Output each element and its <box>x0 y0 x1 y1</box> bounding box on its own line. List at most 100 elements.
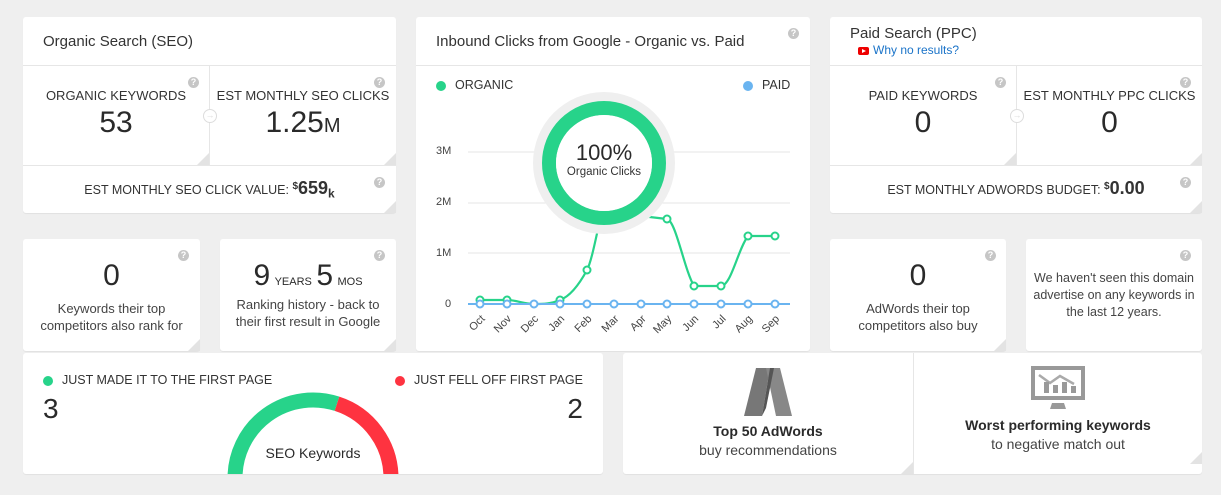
expand-corner[interactable] <box>384 153 396 165</box>
youtube-icon <box>858 46 869 55</box>
ppc-clicks-value: 0 <box>1101 106 1118 139</box>
seo-click-value-unit: k <box>328 186 335 201</box>
expand-corner[interactable] <box>1190 153 1202 165</box>
adwords-competitors-value: 0 <box>909 259 927 292</box>
line-chart[interactable] <box>416 17 810 351</box>
ppc-clicks-cell[interactable]: ? EST MONTHLY PPC CLICKS 0 <box>1017 66 1202 165</box>
top50-title: Top 50 AdWords <box>713 423 823 439</box>
paid-dot-icon <box>743 80 753 91</box>
divider <box>23 165 396 166</box>
why-no-results-text[interactable]: Why no results? <box>873 43 960 57</box>
legend-paid-label: PAID <box>762 78 791 92</box>
paid-search-card: Paid Search (PPC) Why no results? ? PAID… <box>830 17 1202 213</box>
seo-click-value-label: EST MONTHLY SEO CLICK VALUE: <box>84 183 289 197</box>
just-fell-label: JUST FELL OFF FIRST PAGE <box>413 373 583 387</box>
currency-symbol: $ <box>1104 180 1110 192</box>
help-icon[interactable]: ? <box>374 250 385 261</box>
just-fell-value[interactable]: 2 <box>567 393 583 424</box>
desc-line: We haven't seen this domain <box>1034 271 1194 285</box>
organic-dot-icon <box>436 80 446 91</box>
help-icon[interactable]: ? <box>178 250 189 261</box>
organic-keywords-label: ORGANIC KEYWORDS <box>45 88 187 103</box>
expand-corner[interactable] <box>1190 201 1202 213</box>
desc-line: their first result in Google <box>235 314 381 329</box>
organic-keywords-cell[interactable]: ? ORGANIC KEYWORDS 53 <box>23 66 209 165</box>
desc-line: advertise on any keywords in <box>1033 288 1195 302</box>
y-tick-2m: 2M <box>436 196 452 208</box>
desc-line: AdWords their top <box>866 301 970 316</box>
help-icon[interactable]: ? <box>995 77 1006 88</box>
paid-keywords-cell[interactable]: ? PAID KEYWORDS 0 <box>830 66 1016 165</box>
seo-clicks-number: 1.25 <box>265 106 324 139</box>
adwords-budget-cell[interactable]: ? EST MONTHLY ADWORDS BUDGET: $0.00 <box>830 166 1202 213</box>
worst-keywords-button[interactable]: Worst performing keywords to negative ma… <box>914 353 1202 474</box>
ranking-history-card[interactable]: ? 9 YEARS 5 MOS Ranking history - back t… <box>220 239 396 351</box>
no-ads-desc: We haven't seen this domain advertise on… <box>1026 270 1202 321</box>
paid-keywords-value: 0 <box>914 106 932 139</box>
y-tick-1m: 1M <box>436 247 452 259</box>
help-icon[interactable]: ? <box>374 77 385 88</box>
y-tick-0: 0 <box>445 298 452 310</box>
inbound-clicks-card: Inbound Clicks from Google - Organic vs.… <box>416 17 810 351</box>
red-dot-icon <box>394 375 405 386</box>
adwords-competitors-desc: AdWords their top competitors also buy <box>830 300 1006 334</box>
expand-corner[interactable] <box>901 462 913 474</box>
worst-keywords-subtitle: to negative match out <box>991 436 1125 452</box>
seo-keywords-gauge[interactable] <box>23 353 603 474</box>
just-fell-legend: JUST FELL OFF FIRST PAGE <box>394 373 583 387</box>
help-icon[interactable]: ? <box>788 28 799 39</box>
help-icon[interactable]: ? <box>1180 177 1191 188</box>
expand-corner[interactable] <box>994 339 1006 351</box>
just-made-value[interactable]: 3 <box>43 393 59 424</box>
just-made-legend: JUST MADE IT TO THE FIRST PAGE <box>43 373 272 387</box>
ppc-clicks-label: EST MONTHLY PPC CLICKS <box>1023 88 1196 103</box>
divider <box>416 65 810 66</box>
ranking-history-value: 9 YEARS 5 MOS <box>220 259 396 293</box>
seo-clicks-value: 1.25M <box>210 106 396 140</box>
monitor-chart-icon <box>1031 366 1085 409</box>
expand-corner[interactable] <box>1190 452 1202 464</box>
donut-percent: 100% <box>575 140 633 165</box>
help-icon[interactable]: ? <box>1180 250 1191 261</box>
legend-organic-label: ORGANIC <box>455 78 514 92</box>
y-tick-3m: 3M <box>436 145 452 157</box>
competitor-keywords-desc: Keywords their top competitors also rank… <box>23 300 200 334</box>
expand-corner[interactable] <box>188 339 200 351</box>
seo-click-value-row: EST MONTHLY SEO CLICK VALUE: $659k <box>23 178 396 201</box>
seo-click-value-cell[interactable]: ? EST MONTHLY SEO CLICK VALUE: $659k <box>23 166 396 213</box>
green-dot-icon <box>43 375 53 386</box>
organic-search-title: Organic Search (SEO) <box>43 33 194 50</box>
expand-corner[interactable] <box>197 153 209 165</box>
expand-corner[interactable] <box>384 201 396 213</box>
competitor-keywords-value: 0 <box>103 259 120 292</box>
divider <box>23 65 396 66</box>
adwords-budget-label: EST MONTHLY ADWORDS BUDGET: <box>887 183 1101 197</box>
organic-keywords-value: 53 <box>99 106 133 139</box>
divider <box>913 353 914 474</box>
help-icon[interactable]: ? <box>1180 77 1191 88</box>
inbound-clicks-title: Inbound Clicks from Google - Organic vs.… <box>436 33 745 50</box>
help-icon[interactable]: ? <box>374 177 385 188</box>
arrow-right-icon: → <box>1010 109 1024 123</box>
donut-label: Organic Clicks <box>566 166 642 178</box>
adwords-budget-row: EST MONTHLY ADWORDS BUDGET: $0.00 <box>830 178 1202 199</box>
legend-paid[interactable]: PAID <box>743 78 790 92</box>
seo-clicks-label: EST MONTHLY SEO CLICKS <box>216 88 390 103</box>
years-unit: YEARS <box>274 276 312 288</box>
adwords-competitors-card[interactable]: ? 0 AdWords their top competitors also b… <box>830 239 1006 351</box>
legend-organic[interactable]: ORGANIC <box>436 78 513 92</box>
top50-subtitle: buy recommendations <box>699 442 837 458</box>
competitor-keywords-card[interactable]: ? 0 Keywords their top competitors also … <box>23 239 200 351</box>
expand-corner[interactable] <box>1004 153 1016 165</box>
seo-click-value-amount: 659 <box>298 178 329 198</box>
gauge-label: SEO Keywords <box>265 445 361 461</box>
seo-clicks-unit: M <box>323 115 341 137</box>
help-icon[interactable]: ? <box>188 77 199 88</box>
why-no-results-link[interactable]: Why no results? <box>858 43 959 57</box>
expand-corner[interactable] <box>384 339 396 351</box>
seo-clicks-cell[interactable]: ? EST MONTHLY SEO CLICKS 1.25M <box>210 66 396 165</box>
help-icon[interactable]: ? <box>985 250 996 261</box>
top50-adwords-button[interactable]: Top 50 AdWords buy recommendations <box>623 353 913 474</box>
ranking-history-desc: Ranking history - back to their first re… <box>220 296 396 330</box>
paid-keywords-label: PAID KEYWORDS <box>868 88 978 103</box>
